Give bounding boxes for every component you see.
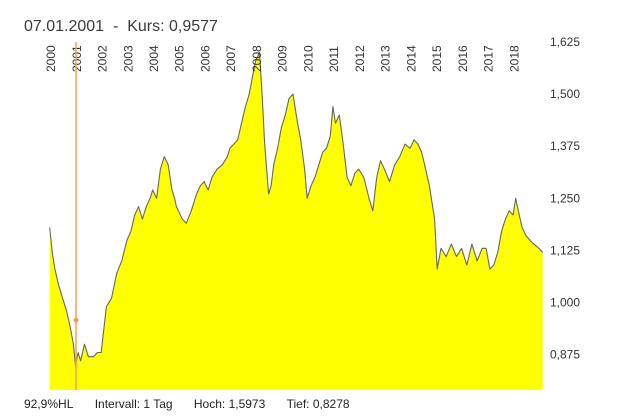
- chart-footer: 92,9%HL Intervall: 1 Tag Hoch: 1,5973 Ti…: [24, 397, 368, 411]
- x-tick-label: 2008: [250, 45, 264, 72]
- x-tick-label: 2013: [379, 45, 393, 72]
- cursor-point: [73, 317, 79, 323]
- x-tick-label: 2012: [353, 45, 367, 72]
- x-tick-label: 2011: [327, 46, 341, 72]
- x-tick-label: 2014: [404, 45, 418, 72]
- x-tick-label: 2017: [482, 45, 496, 72]
- x-tick-label: 2004: [147, 45, 161, 72]
- x-tick-label: 2002: [96, 45, 110, 72]
- y-tick-label: 0,875: [550, 348, 580, 362]
- hl-percentage: 92,9%HL: [24, 397, 74, 411]
- x-tick-label: 2006: [199, 45, 213, 72]
- x-tick-label: 2003: [121, 45, 135, 72]
- x-tick-label: 2016: [456, 45, 470, 72]
- price-area-layer: [49, 51, 544, 391]
- x-tick-label: 2001: [70, 45, 84, 72]
- high-value: Hoch: 1,5973: [193, 397, 266, 411]
- y-tick-label: 1,250: [550, 191, 580, 205]
- y-tick-label: 1,500: [550, 87, 580, 101]
- y-tick-label: 1,125: [550, 243, 580, 257]
- price-label: Kurs:: [127, 18, 165, 35]
- price-line: [49, 51, 544, 366]
- price-area: [49, 52, 543, 391]
- x-tick-label: 2005: [173, 45, 187, 72]
- y-axis-labels: 0,875 1,000 1,125 1,250 1,375 1,500 1,625: [550, 35, 580, 362]
- x-axis-labels: 2000 2001 2002 2003 2004 2005 2006 2007 2008 2009…: [44, 45, 521, 72]
- x-tick-label: 2010: [302, 45, 316, 72]
- y-tick-label: 1,000: [550, 296, 580, 310]
- y-tick-label: 1,625: [550, 35, 580, 49]
- x-tick-label: 2015: [430, 45, 444, 72]
- crosshair-cursor: [73, 42, 79, 390]
- header-separator: -: [112, 18, 119, 35]
- y-tick-label: 1,375: [550, 139, 580, 153]
- x-tick-label: 2009: [276, 45, 290, 72]
- x-tick-label: 2018: [507, 45, 521, 72]
- price-value: 0,9577: [168, 18, 218, 35]
- x-tick-label: 2000: [44, 45, 58, 72]
- interval-info: Intervall: 1 Tag: [94, 397, 173, 411]
- chart-header: 07.01.2001 - Kurs: 0,9577: [24, 18, 218, 36]
- x-tick-label: 2007: [224, 45, 238, 72]
- cursor-date: 07.01.2001: [24, 18, 105, 35]
- low-value: Tief: 0,8278: [286, 397, 350, 411]
